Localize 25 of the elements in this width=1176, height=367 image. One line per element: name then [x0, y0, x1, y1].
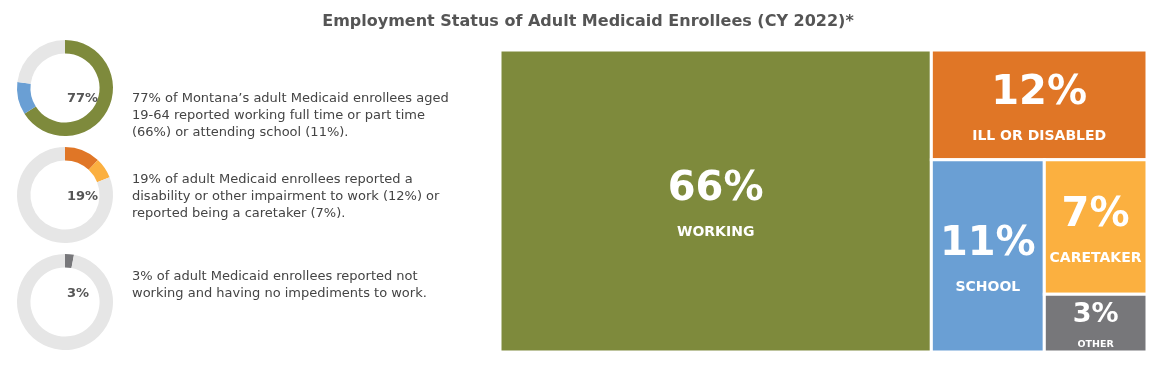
donut-slice — [17, 147, 113, 243]
category-label: OTHER — [1077, 337, 1115, 349]
text: 77% of Montana’s adult Medicaid enrollees aged 19-64 reported working full time or part time (66%) or attending school (11%). — [132, 90, 449, 139]
data-label: 3% — [1072, 297, 1119, 329]
text: 77% — [67, 90, 99, 105]
donut-slice — [65, 254, 74, 269]
category-label: CARETAKER — [1049, 249, 1142, 266]
donut-slice — [17, 40, 65, 84]
donut-slice — [65, 147, 98, 170]
text: 3% of adult Medicaid enrollees reported not working and having no impediments to work. — [132, 268, 427, 300]
data-label: 11% — [939, 217, 1036, 264]
donut-slice — [88, 160, 110, 183]
category-label: WORKING — [676, 223, 755, 240]
text: 19% of adult Medicaid enrollees reported a disability or other impairment to work (12%) or reported being a caretaker (7%). — [132, 171, 441, 220]
category-label: SCHOOL — [955, 278, 1021, 295]
text: 3% — [67, 285, 90, 300]
donut-slice — [17, 81, 36, 114]
data-label: 12% — [991, 66, 1088, 113]
donut-slice — [24, 40, 113, 136]
text: Employment Status of Adult Medicaid Enrollees (CY 2022)* — [322, 10, 855, 30]
donut-slice — [17, 254, 113, 350]
data-label: 66% — [667, 162, 764, 209]
text: 19% — [67, 188, 99, 203]
data-label: 7% — [1061, 188, 1130, 235]
category-label: ILL OR DISABLED — [972, 127, 1107, 144]
